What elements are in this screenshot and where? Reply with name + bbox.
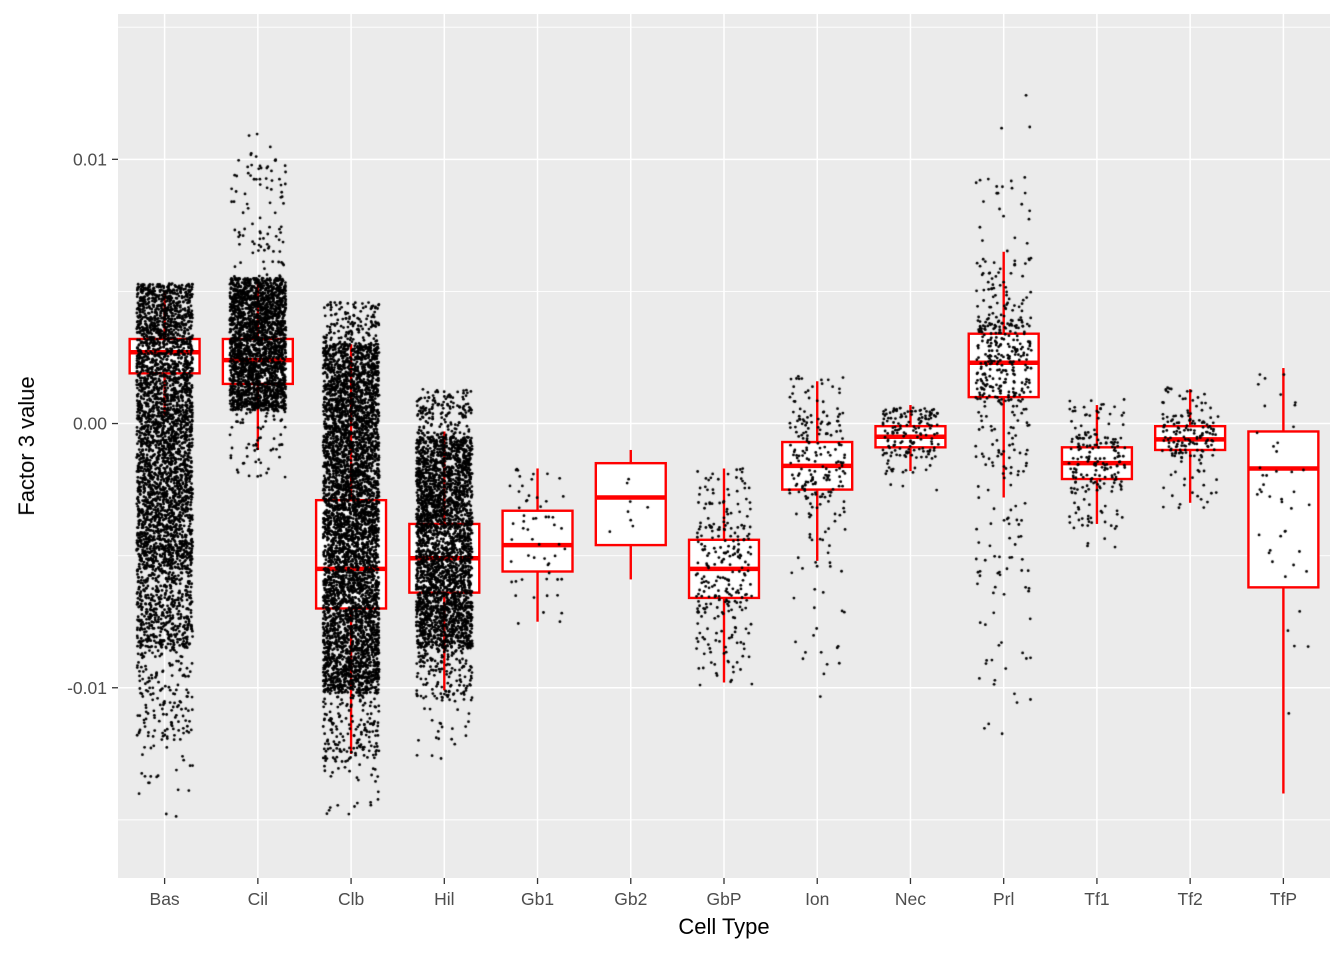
iqr-box [594,461,667,547]
iqr-box [967,332,1040,399]
x-axis-tick-label: Cil [248,889,268,909]
x-axis-tick-label: TfP [1270,889,1297,909]
x-axis-tick-label: Prl [993,889,1014,909]
x-axis-tick-label: Nec [895,889,926,909]
x-axis-tick-label: Tf1 [1084,889,1109,909]
y-axis-tick-label: -0.01 [67,678,107,698]
x-axis-tick-label: Hil [434,889,454,909]
x-axis-tick-label: Gb2 [614,889,647,909]
y-axis-tick-label: 0.00 [73,414,107,434]
x-axis-tick-label: Ion [805,889,829,909]
iqr-box [1247,430,1320,589]
x-axis-tick-label: GbP [706,889,741,909]
iqr-box [128,337,201,375]
x-axis-title: Cell Type [678,914,770,939]
iqr-box [501,509,574,573]
x-axis-tick-label: Tf2 [1178,889,1203,909]
y-axis-tick-label: 0.01 [73,149,107,169]
iqr-box [314,498,388,610]
x-axis-tick-label: Clb [338,889,364,909]
x-axis-tick-label: Bas [150,889,180,909]
y-axis-title: Factor 3 value [14,376,39,516]
x-axis-tick-label: Gb1 [521,889,554,909]
